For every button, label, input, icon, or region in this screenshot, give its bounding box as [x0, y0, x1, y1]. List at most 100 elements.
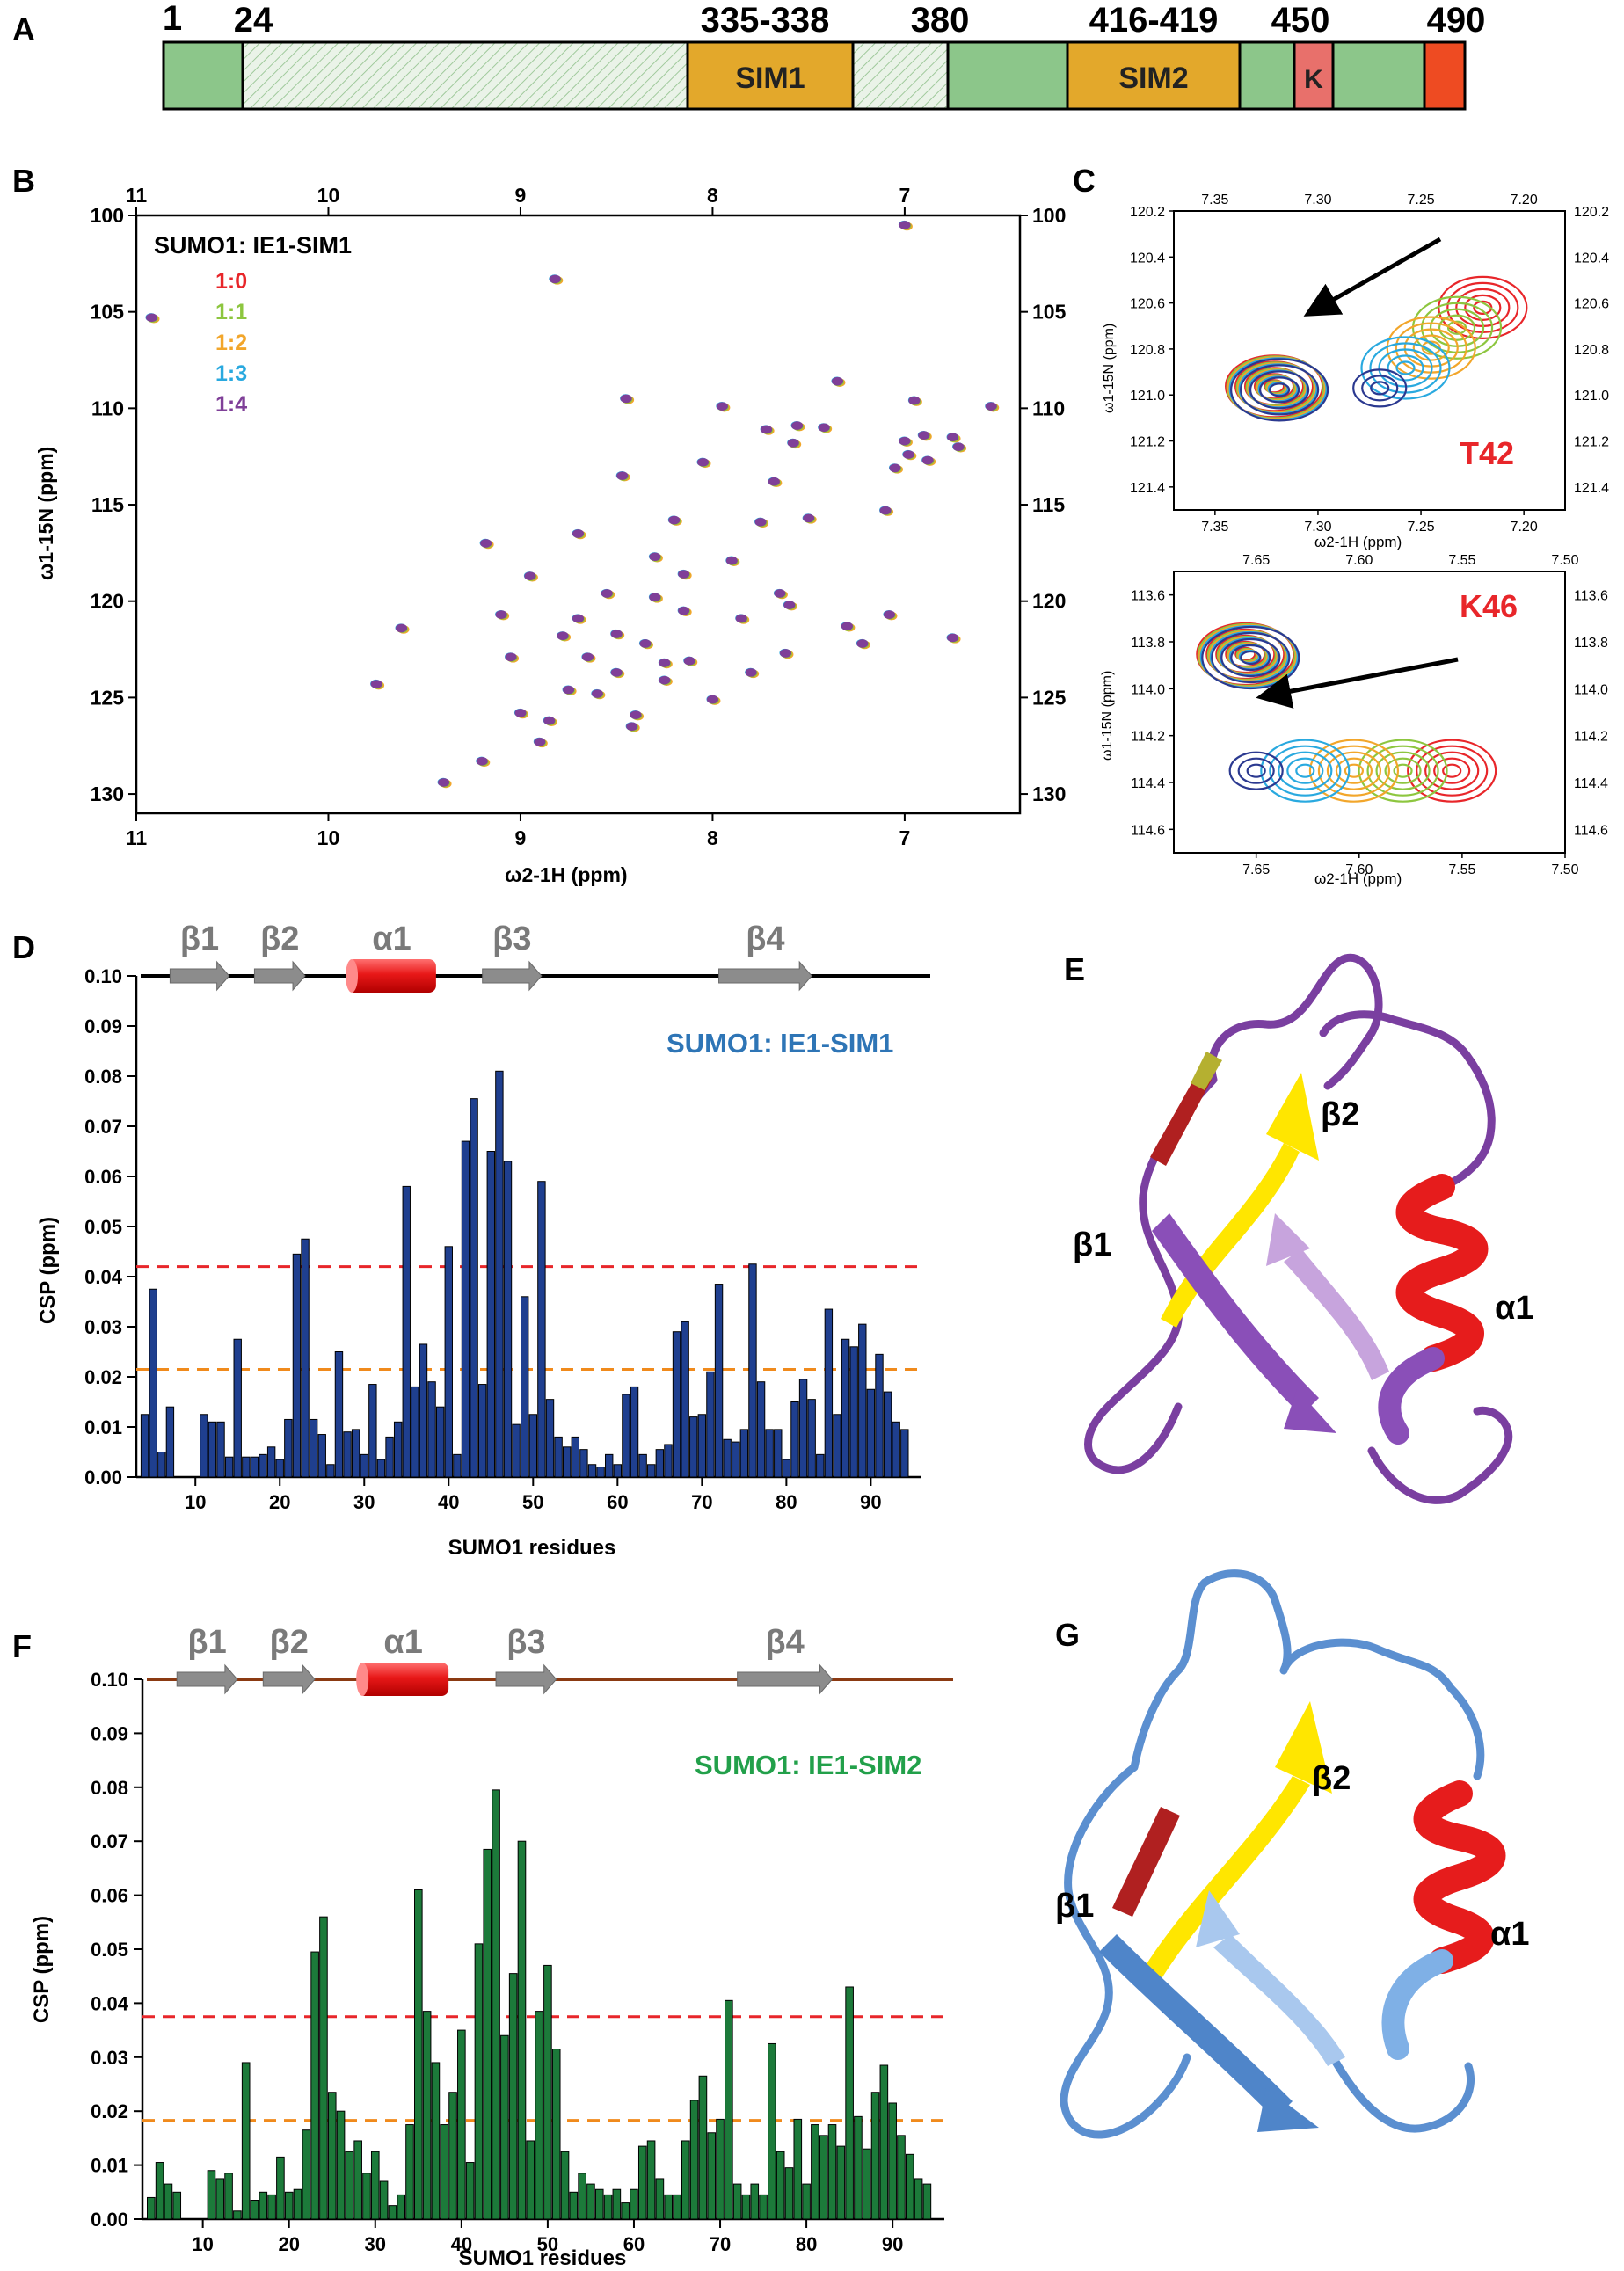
contour-ring-shifting — [1352, 368, 1408, 408]
bar-xtick-label: 70 — [710, 2233, 731, 2255]
hsqc-peak — [697, 457, 710, 467]
contour-ring-shifting — [1246, 763, 1266, 778]
hsqc-ylabel: ω1-15N (ppm) — [34, 447, 57, 580]
contour-xtick-label-top: 7.65 — [1242, 553, 1270, 568]
alpha1-helix-blue — [1413, 1780, 1506, 1974]
hsqc-peak — [616, 471, 629, 480]
contour-ring-shifting — [1464, 294, 1502, 321]
bar-ytick-label: 0.04 — [84, 1266, 123, 1288]
csp-bar — [774, 1429, 783, 1478]
csp-bar — [756, 1381, 766, 1478]
hsqc-ytick-label: 100 — [91, 204, 124, 227]
beta2-arrowhead-blue — [1275, 1701, 1332, 1794]
contour-xtick-label-top: 7.55 — [1448, 553, 1475, 568]
contour-ytick-label-right: 120.2 — [1574, 205, 1609, 220]
contour-k46-frame — [1173, 571, 1566, 854]
csp-bar — [790, 1401, 799, 1478]
domain-hatched-1 — [241, 40, 689, 111]
contour-xtick-label: 7.20 — [1511, 520, 1538, 535]
hsqc-peak — [649, 552, 661, 562]
csp-bar — [714, 1284, 724, 1478]
hsqc-peak — [725, 556, 738, 565]
hsqc-peak — [543, 716, 556, 725]
csp-bar — [622, 1394, 630, 1478]
hsqc-peak — [779, 649, 791, 658]
csp-bar — [309, 1418, 318, 1478]
csp-bar — [520, 1296, 529, 1478]
hsqc-spectrum: 11 10 9 8 7 11 10 9 8 7 100 105 110 115 120 125 130 10… — [34, 184, 1067, 886]
csp-bar — [353, 2140, 362, 2220]
csp-bar — [411, 1386, 419, 1478]
contour-ring-shifting — [1370, 381, 1390, 396]
hsqc-peak — [549, 274, 561, 284]
csp-bar — [811, 2124, 819, 2220]
csp-bar — [284, 1418, 293, 1478]
contour-xtick-label: 7.35 — [1201, 520, 1228, 535]
hsqc-xtick-label: 9 — [515, 826, 527, 849]
bar-xtick-label: 50 — [537, 2233, 558, 2255]
csp-bar — [836, 2145, 846, 2220]
hsqc-xtick-label: 10 — [317, 826, 340, 849]
hsqc-peak — [668, 515, 681, 525]
hsqc-peak — [659, 675, 671, 685]
csp-bar — [351, 1429, 360, 1478]
contour-xtick-label-top: 7.60 — [1345, 553, 1373, 568]
bar-ytick-label: 0.01 — [84, 1416, 122, 1438]
contour-k46: 7.65 7.65 7.60 7.60 7.55 7.55 7.50 7.50 113.6 113… — [1100, 553, 1608, 887]
alpha1-label-blue: α1 — [1490, 1916, 1530, 1953]
bar-ytick-label: 0.05 — [91, 1939, 128, 1961]
contour-ring-shifting — [1269, 745, 1342, 797]
contour-xtick-label: 7.30 — [1304, 520, 1331, 535]
csp-bar — [630, 1386, 639, 1478]
domain-k — [1293, 40, 1335, 111]
csp-bar — [706, 1371, 715, 1478]
csp-bar — [224, 1456, 234, 1478]
ss-beta-label: β4 — [746, 921, 784, 957]
contour-ytick-label-right: 121.2 — [1574, 435, 1609, 450]
csp-bar — [327, 2092, 337, 2220]
hsqc-title: SUMO1: IE1-SIM1 — [154, 232, 352, 258]
csp-bar — [140, 1414, 149, 1478]
csp-bar — [224, 2173, 233, 2220]
csp-bar — [560, 2151, 570, 2220]
csp-bar — [461, 1140, 470, 1478]
csp-bar — [492, 1789, 500, 2220]
csp-bar — [673, 2194, 681, 2220]
contour-ytick-label-right: 114.6 — [1574, 823, 1608, 838]
sim1-label: SIM1 — [735, 62, 805, 95]
csp-bar — [302, 2129, 311, 2220]
position-450: 450 — [1271, 1, 1330, 40]
csp-bar — [545, 1399, 555, 1478]
csp-bar — [689, 2100, 699, 2220]
structure-sim2: β1 β2 α1 — [1055, 1569, 1530, 2139]
hsqc-ytick-label-right: 125 — [1032, 686, 1067, 709]
hsqc-xtick-label-top: 11 — [126, 184, 148, 207]
ribbon-loops-blue — [1060, 1569, 1485, 2139]
hsqc-peak — [908, 396, 921, 405]
csp-bar — [723, 1438, 732, 1478]
beta2-strand-blue — [1143, 1776, 1310, 1980]
bar-xtick-label: 80 — [796, 2233, 817, 2255]
contour-ring-shifting — [1387, 354, 1424, 382]
csp-bar — [621, 2202, 630, 2220]
contour-xtick-label-top: 7.20 — [1511, 193, 1538, 207]
contour-ytick-label: 114.0 — [1131, 682, 1165, 697]
hsqc-peak — [921, 455, 934, 465]
contour-ring-shifting — [1286, 757, 1324, 784]
ss-beta-arrow — [495, 1663, 557, 1695]
hsqc-ytick-label-right: 105 — [1032, 301, 1067, 324]
csp-bar — [732, 1441, 740, 1478]
domain-cterm — [1423, 40, 1467, 111]
beta4-strand-blue — [1213, 1934, 1345, 2066]
csp-bar — [284, 2191, 294, 2220]
hsqc-peak — [899, 221, 911, 229]
contour-ring-shifting — [1433, 757, 1471, 784]
contour-ytick-label-right: 113.8 — [1574, 636, 1608, 651]
csp-bar — [741, 2194, 751, 2220]
bar-xtick-label: 80 — [776, 1491, 797, 1513]
contour-t42-frame — [1173, 210, 1566, 511]
csp-bar — [528, 1414, 538, 1478]
csp-bar — [165, 1406, 175, 1478]
csp-bar — [655, 2178, 665, 2220]
csp-bar — [535, 2011, 543, 2220]
